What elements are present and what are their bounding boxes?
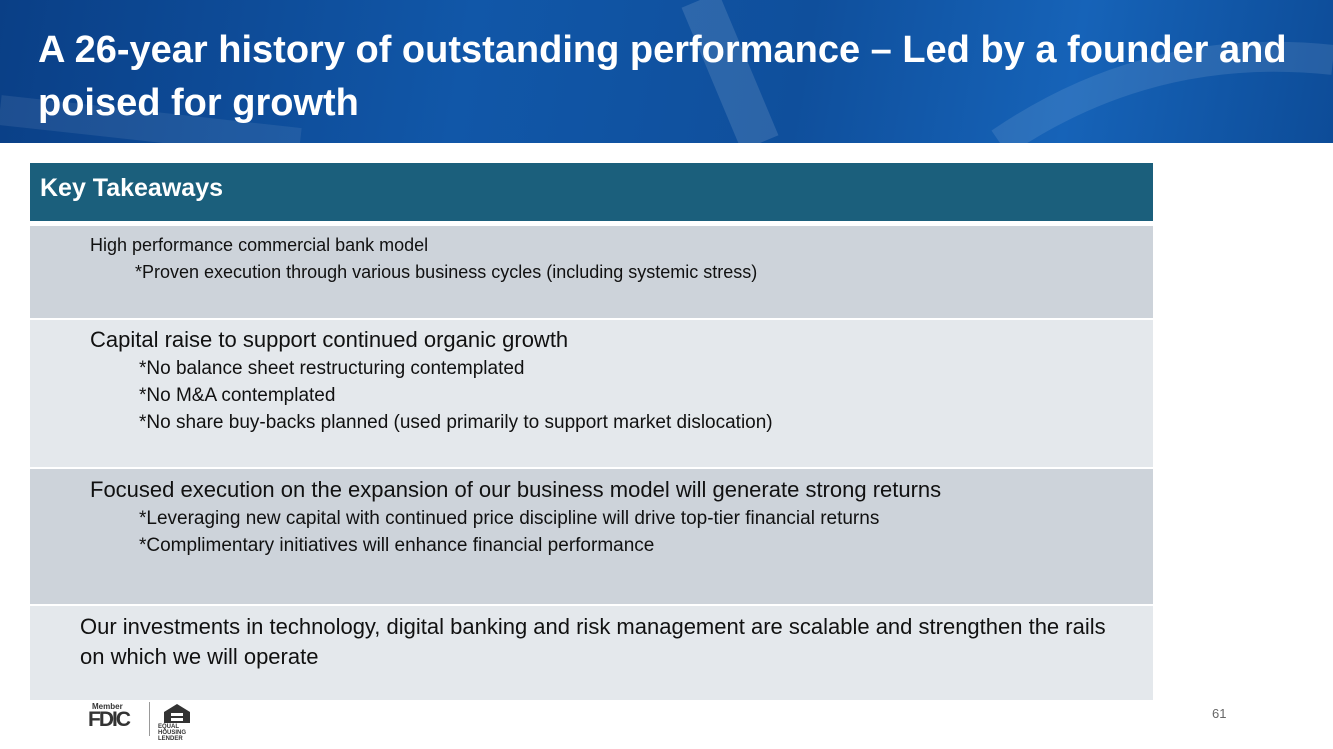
row-point: *No balance sheet restructuring contempl… [139,358,525,379]
takeaway-row: Our investments in technology, digital b… [30,606,1153,700]
fdic-member: Member [92,702,123,711]
takeaway-row: High performance commercial bank model *P… [30,226,1153,318]
takeaway-row: Focused execution on the expansion of ou… [30,469,1153,604]
takeaways-panel: Key Takeaways High performance commercia… [30,163,1153,702]
row-point: *Complimentary initiatives will enhance … [139,535,655,556]
row-point: *No M&A contemplated [139,385,336,406]
panel-title: Key Takeaways [30,163,1153,221]
fdic-logo: FDIC [88,708,131,731]
housing-icon [164,704,190,723]
row-point: *Leveraging new capital with continued p… [139,508,880,529]
row-heading: Our investments in technology, digital b… [80,614,1106,669]
banner-decoration [0,0,1333,143]
takeaway-row: Capital raise to support continued organ… [30,320,1153,467]
row-heading: Focused execution on the expansion of ou… [90,477,942,502]
slide-title: A 26-year history of outstanding perform… [38,29,1287,124]
row-heading: High performance commercial bank model [90,235,429,255]
page-number: 61 [1212,706,1227,721]
separator [149,702,150,736]
row-point: *Proven execution through various busine… [135,262,758,282]
title-banner: A 26-year history of outstanding perform… [0,0,1333,143]
housing-lender: EQUAL HOUSING LENDER [158,724,187,742]
row-heading: Capital raise to support continued organ… [90,327,569,352]
row-point: *No share buy-backs planned (used primar… [139,412,773,433]
